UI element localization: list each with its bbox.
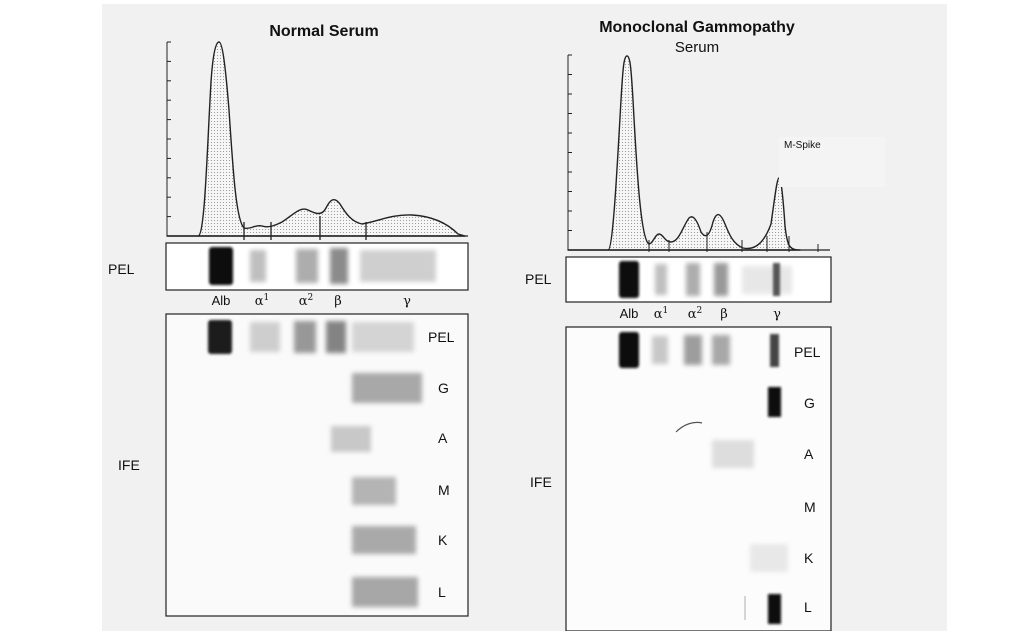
monoclonal-panel: Monoclonal Gammopathy Serum M-Spike PEL xyxy=(525,19,885,632)
label-alb: Alb xyxy=(212,293,231,308)
mono-ife-a-band xyxy=(712,440,754,468)
ife-pel-beta xyxy=(326,321,346,353)
mono-label-alpha1: α1 xyxy=(654,306,669,322)
band-gamma xyxy=(360,250,436,282)
label-gamma: γ xyxy=(403,294,411,309)
ife-l-band xyxy=(352,577,418,607)
mono-ife-pel-beta xyxy=(712,335,730,365)
mono-pel-bands xyxy=(619,261,792,298)
mono-pel-label: PEL xyxy=(525,271,552,287)
ife-a-band xyxy=(331,426,371,452)
mono-ife-g-band xyxy=(768,387,781,417)
mono-fraction-labels: Alb α1 α2 β γ xyxy=(620,306,782,322)
mono-ife-smudge xyxy=(675,421,703,433)
normal-row-l: L xyxy=(438,584,446,600)
mono-ife-label: IFE xyxy=(530,474,552,490)
normal-row-g: G xyxy=(438,380,449,396)
band-a1 xyxy=(250,250,266,282)
ife-pel-gamma xyxy=(352,322,414,352)
normal-pel-label: PEL xyxy=(108,261,135,277)
mono-band-mspike xyxy=(773,263,780,296)
mono-row-l: L xyxy=(804,599,812,615)
ife-pel-a1 xyxy=(250,322,280,352)
normal-title: Normal Serum xyxy=(269,23,378,40)
normal-row-m: M xyxy=(438,482,450,498)
normal-fraction-labels: Alb α1 α2 β γ xyxy=(212,293,412,309)
mono-label-gamma: γ xyxy=(773,307,781,322)
normal-pel-bands xyxy=(209,247,436,285)
mono-label-alb: Alb xyxy=(620,306,639,321)
mono-title-line2: Serum xyxy=(675,39,719,56)
mono-row-pel: PEL xyxy=(794,344,821,360)
mono-row-k: K xyxy=(804,550,814,566)
label-alpha2: α2 xyxy=(299,293,314,309)
mono-title-line1: Monoclonal Gammopathy xyxy=(599,19,795,36)
normal-row-k: K xyxy=(438,532,448,548)
ife-pel-a2 xyxy=(294,321,316,353)
mono-band-a2 xyxy=(686,263,700,296)
mono-trace-curve xyxy=(567,55,801,251)
normal-ife-panel xyxy=(165,313,469,617)
mono-band-gamma-bg xyxy=(742,266,792,294)
normal-row-pel: PEL xyxy=(428,329,455,345)
mono-ife-l-band xyxy=(768,594,781,624)
normal-ife-bands xyxy=(208,320,422,607)
label-alpha1: α1 xyxy=(255,293,270,309)
normal-serum-panel: Normal Serum PEL Alb α1 α2 β xyxy=(108,23,469,617)
mono-row-m: M xyxy=(804,499,816,515)
mono-ife-panel xyxy=(565,326,832,632)
band-a2 xyxy=(296,249,318,283)
mono-row-g: G xyxy=(804,395,815,411)
mono-row-a: A xyxy=(804,446,814,462)
mono-ife-pel-alb xyxy=(619,332,639,368)
normal-ife-row-labels: PEL G A M K L xyxy=(428,329,455,600)
normal-row-a: A xyxy=(438,430,448,446)
mono-label-beta: β xyxy=(720,307,728,322)
ife-g-band xyxy=(352,373,422,403)
normal-ife-label: IFE xyxy=(118,457,140,473)
mono-annotation-box xyxy=(779,137,885,187)
ife-k-band xyxy=(352,526,416,554)
normal-trace-curve xyxy=(166,41,466,237)
mono-ife-pel-a2 xyxy=(684,335,702,365)
ife-pel-alb xyxy=(208,320,232,354)
mono-band-beta xyxy=(714,263,728,296)
mono-annotation: M-Spike xyxy=(784,140,821,151)
band-beta xyxy=(330,248,348,284)
mono-ife-k-band xyxy=(750,544,788,572)
mono-band-alb xyxy=(619,261,639,298)
mono-label-alpha2: α2 xyxy=(688,306,703,322)
mono-trace: M-Spike xyxy=(567,54,885,252)
mono-ife-pel-gamma xyxy=(770,334,779,367)
mono-band-a1 xyxy=(655,264,667,295)
ife-m-band xyxy=(352,477,396,505)
mono-ife-l-bracket xyxy=(744,596,746,620)
mono-ife-pel-a1 xyxy=(652,336,668,364)
mono-ife-bands xyxy=(619,332,788,624)
mono-ife-row-labels: PEL G A M K L xyxy=(794,344,821,615)
normal-trace xyxy=(166,41,468,240)
band-alb xyxy=(209,247,233,285)
label-beta: β xyxy=(334,294,342,309)
